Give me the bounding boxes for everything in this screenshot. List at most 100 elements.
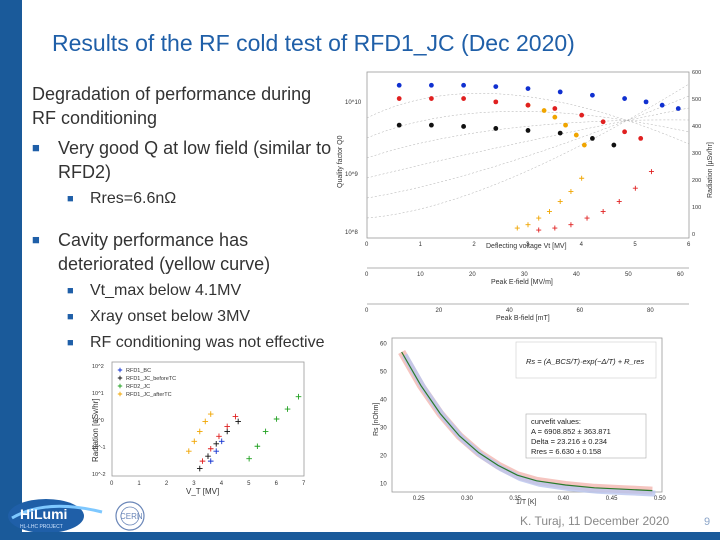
plus-marker: [254, 443, 261, 450]
e-field-tick: 10: [417, 272, 424, 278]
plus-marker: [284, 406, 291, 412]
rs-data-line: [401, 351, 653, 492]
e-field-tick: 0: [365, 272, 369, 278]
data-point: [429, 122, 434, 128]
plus-marker: [199, 458, 206, 464]
x-tick-label: 0.30: [461, 496, 473, 502]
plus-marker: [536, 215, 542, 221]
x-tick-label: 5: [633, 242, 637, 248]
fit-band-lower: [402, 353, 656, 497]
plus-marker: [295, 393, 302, 400]
plus-marker: [568, 189, 574, 195]
data-point: [573, 132, 579, 138]
square-bullet-icon: ■: [32, 232, 40, 247]
radiation-chart: 0 1 2 3 4 5 6 7 10^2 10^1 10^0 10^-1 10^-2 RFD1_BC RF…: [91, 361, 306, 496]
iso-radiation-guide: [366, 95, 690, 199]
plus-marker: [648, 169, 654, 175]
data-point: [563, 122, 568, 128]
right-tick-label: 500: [692, 97, 701, 103]
data-point: [396, 122, 402, 128]
data-point: [557, 130, 563, 136]
sub-bullet-item: ■ Xray onset below 3MV: [32, 306, 332, 328]
data-point: [525, 128, 531, 133]
plus-marker: [514, 225, 520, 231]
square-bullet-icon: ■: [32, 140, 40, 155]
b-field-tick: 40: [506, 308, 513, 314]
y-tick-label: 10^0: [92, 418, 104, 424]
data-point: [461, 96, 466, 101]
plus-marker: [224, 423, 230, 430]
rs-x-axis-label: 1/T [K]: [516, 499, 537, 506]
rs-y-axis-label: Rs [nOhm]: [373, 402, 380, 436]
plus-marker: [207, 411, 214, 417]
plus-marker: [525, 222, 531, 228]
plus-marker: [273, 416, 280, 422]
q0-y-axis-label: Quality factor Q0: [337, 135, 344, 188]
bottom-accent-bar: [0, 532, 720, 540]
plus-marker: [213, 440, 220, 447]
square-bullet-icon: ■: [67, 285, 74, 297]
legend-entry: RFD1_JC_beforeTC: [126, 376, 176, 382]
y-tick-label: 60: [380, 342, 387, 348]
y-tick-label: 40: [380, 398, 387, 404]
plus-marker: [224, 428, 230, 435]
e-field-tick: 20: [469, 272, 476, 278]
plus-marker: [117, 375, 123, 381]
radiation-x-axis-label: V_T [MV]: [186, 487, 219, 496]
data-point: [461, 82, 466, 88]
data-point: [493, 84, 499, 90]
hilumi-logo-text: HiLumi: [20, 506, 67, 522]
page-number: 9: [704, 516, 711, 528]
hilumi-logo: HiLumi HL-LHC PROJECT: [8, 499, 103, 533]
square-bullet-icon: ■: [67, 337, 74, 349]
q0-vs-vt-chart: 0 1 2 3 4 5 610^810^910^100100200300400500600 …: [337, 70, 714, 322]
legend-entry: RFD2_JC: [126, 384, 150, 390]
y-tick-label: 10^2: [92, 364, 104, 370]
plus-marker: [117, 391, 123, 397]
square-bullet-icon: ■: [67, 311, 74, 323]
plus-marker: [246, 455, 252, 462]
iso-radiation-guide: [366, 107, 690, 179]
fit-result-line: Delta = 23.216 ± 0.234: [531, 437, 607, 446]
x-tick-label: 0.50: [654, 496, 666, 502]
data-point: [552, 114, 558, 120]
y-tick-label: 10^8: [345, 230, 358, 236]
x-tick-label: 2: [165, 481, 169, 487]
e-field-tick: 40: [573, 272, 580, 278]
y-tick-label: 50: [380, 370, 387, 376]
square-bullet-icon: ■: [67, 193, 74, 205]
x-tick-label: 5: [247, 481, 251, 487]
fit-formula: Rs = (A_BCS/T)·exp(−Δ/T) + R_res: [526, 357, 644, 366]
x-tick-label: 3: [192, 481, 196, 487]
plus-marker: [117, 383, 123, 389]
data-point: [493, 126, 499, 131]
right-tick-label: 0: [692, 232, 695, 238]
footer-author-date: K. Turaj, 11 December 2020: [520, 514, 670, 528]
plus-marker: [191, 438, 198, 445]
b-field-tick: 0: [365, 308, 369, 314]
data-point: [541, 108, 547, 113]
x-tick-label: 0: [110, 481, 114, 487]
rs-fit-chart: 0.25 0.30 0.35 0.40 0.45 0.50 10 20 30 40 50 60 Rs …: [373, 337, 666, 506]
bullet-item: ■ Cavity performance has deteriorated (y…: [32, 230, 271, 274]
data-point: [557, 89, 563, 95]
b-field-tick: 60: [577, 308, 584, 314]
radiation-y-axis-label: Radiation [uSv/hr]: [91, 398, 100, 462]
legend-entry: RFD1_BC: [126, 368, 151, 374]
data-point: [643, 99, 649, 105]
plus-marker: [600, 208, 606, 214]
b-field-axis-label: Peak B-field [mT]: [496, 315, 550, 322]
data-point: [581, 142, 587, 148]
plus-marker: [536, 227, 542, 233]
e-field-tick: 60: [677, 272, 684, 278]
y-tick-label: 10^-2: [92, 472, 106, 478]
data-point: [622, 129, 627, 135]
bullet-item: ■ Very good Q at low field (similar to R…: [32, 138, 332, 182]
x-tick-label: 4: [580, 242, 584, 248]
data-point: [493, 99, 499, 105]
data-point: [525, 86, 531, 91]
fit-results-title: curvefit values:: [531, 417, 581, 426]
data-point: [675, 106, 681, 111]
section-heading: Degradation of performance during RF con…: [32, 84, 312, 128]
e-field-axis-label: Peak E-field [MV/m]: [491, 279, 553, 286]
